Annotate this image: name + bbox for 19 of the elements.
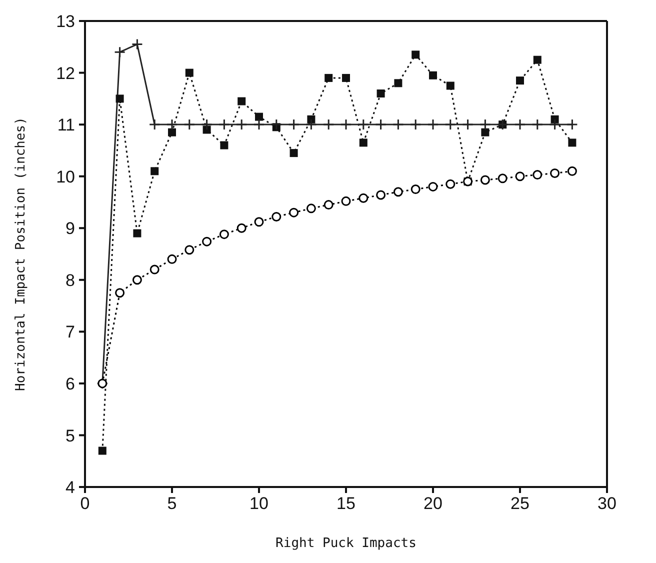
y-tick-label: 12 xyxy=(56,64,75,83)
y-tick-label: 5 xyxy=(66,426,75,446)
x-tick-label: 10 xyxy=(250,494,268,514)
y-tick-label: 7 xyxy=(66,322,75,342)
y-tick-label: 6 xyxy=(66,374,75,394)
x-tick-label: 5 xyxy=(167,494,177,514)
y-tick-label: 8 xyxy=(66,270,75,290)
y-tick-label: 10 xyxy=(56,167,75,186)
y-tick-label: 9 xyxy=(66,219,75,238)
x-tick-label: 15 xyxy=(336,494,356,514)
x-tick-label: 25 xyxy=(510,494,530,514)
x-tick-label: 20 xyxy=(424,494,442,514)
y-tick-label: 4 xyxy=(66,478,75,498)
y-tick-label: 13 xyxy=(56,12,75,32)
x-axis-title: Right Puck Impacts xyxy=(276,536,416,551)
y-tick-label: 11 xyxy=(57,116,75,135)
y-axis-title: Horizontal Impact Position (inches) xyxy=(14,117,29,391)
x-tick-label: 30 xyxy=(598,494,616,514)
x-tick-label: 0 xyxy=(80,494,90,514)
